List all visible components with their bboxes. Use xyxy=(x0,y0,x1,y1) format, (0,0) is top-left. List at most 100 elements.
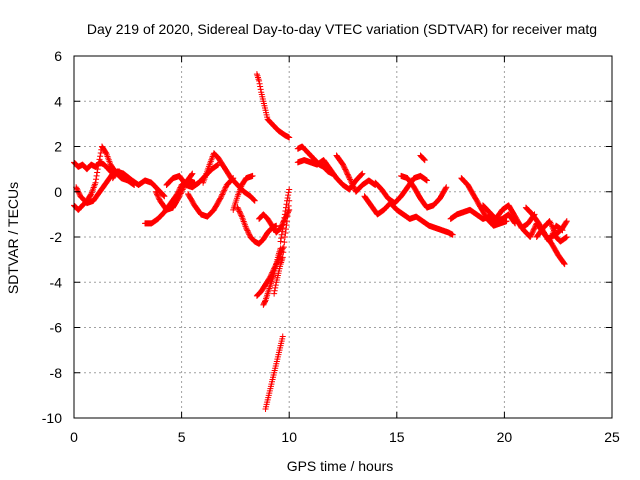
data-point xyxy=(277,245,284,252)
data-point xyxy=(177,190,184,197)
data-point xyxy=(347,176,354,183)
y-tick-label: -8 xyxy=(50,365,63,381)
data-point xyxy=(281,239,288,246)
data-point xyxy=(271,290,278,297)
series-q xyxy=(277,186,293,245)
data-point xyxy=(256,77,263,84)
data-point xyxy=(281,211,288,218)
data-point xyxy=(280,221,287,228)
data-point xyxy=(256,80,263,87)
data-point xyxy=(245,228,252,235)
data-point xyxy=(219,191,226,198)
data-point xyxy=(160,192,167,199)
data-point xyxy=(102,149,109,156)
data-point xyxy=(189,170,196,177)
x-tick-label: 20 xyxy=(497,429,513,445)
data-point xyxy=(236,208,243,215)
series-x xyxy=(398,172,450,211)
data-point xyxy=(94,169,101,176)
y-tick-label: -4 xyxy=(50,274,63,290)
data-point xyxy=(503,218,510,225)
data-point xyxy=(177,191,184,198)
data-point xyxy=(153,190,160,197)
grid xyxy=(74,56,612,418)
data-point xyxy=(221,186,228,193)
data-point xyxy=(282,207,289,214)
data-point xyxy=(563,234,570,240)
data-point xyxy=(550,226,557,233)
series-y xyxy=(417,152,428,164)
data-point xyxy=(93,176,100,183)
data-point xyxy=(358,171,365,178)
data-point xyxy=(94,166,101,173)
data-point xyxy=(180,185,187,192)
data-point xyxy=(346,175,353,182)
series-l xyxy=(253,71,293,141)
data-point xyxy=(238,212,245,219)
x-tick-label: 10 xyxy=(281,429,297,445)
data-point xyxy=(279,333,286,340)
x-tick-label: 0 xyxy=(70,429,78,445)
data-point xyxy=(244,227,251,234)
data-point xyxy=(74,188,81,195)
data-point xyxy=(349,180,356,187)
data-point xyxy=(350,183,357,190)
data-point xyxy=(161,193,168,200)
data-point xyxy=(245,230,252,237)
data-point xyxy=(563,219,570,226)
data-point xyxy=(272,282,279,289)
data-point xyxy=(219,190,226,197)
data-point xyxy=(278,231,285,238)
data-point xyxy=(176,193,183,200)
data-point xyxy=(155,193,162,200)
data-points xyxy=(71,71,570,412)
data-point xyxy=(347,177,354,184)
series-a xyxy=(71,159,116,177)
y-tick-label: -10 xyxy=(42,410,62,426)
data-point xyxy=(271,287,278,294)
series-v xyxy=(361,193,456,238)
data-point xyxy=(95,162,102,169)
data-point xyxy=(286,186,293,193)
data-point xyxy=(155,195,162,202)
data-point xyxy=(283,201,290,208)
data-point xyxy=(234,204,241,211)
chart-title: Day 219 of 2020, Sidereal Day-to-day VTE… xyxy=(87,21,597,37)
data-point xyxy=(218,192,225,199)
data-point xyxy=(359,170,366,177)
x-tick-label: 15 xyxy=(389,429,405,445)
data-point xyxy=(284,194,291,201)
data-point xyxy=(243,224,250,231)
series-t xyxy=(294,157,366,193)
data-point xyxy=(249,172,256,179)
data-point xyxy=(286,206,293,213)
data-point xyxy=(178,189,185,196)
axis-ticks: 0 5 10 15 20 25 -10 -8 -6 -4 -2 0 2 4 6 xyxy=(42,48,620,445)
y-tick-label: 0 xyxy=(54,184,62,200)
data-point xyxy=(279,254,286,261)
data-point xyxy=(423,177,430,184)
data-point xyxy=(420,155,427,162)
data-point xyxy=(235,207,242,214)
data-point xyxy=(563,218,570,225)
series-ff xyxy=(544,231,570,245)
y-tick-label: 6 xyxy=(54,48,62,64)
series-j xyxy=(230,172,256,213)
data-point xyxy=(87,191,94,198)
data-point xyxy=(222,184,229,191)
data-point xyxy=(280,244,287,251)
data-point xyxy=(282,226,289,233)
data-point xyxy=(285,189,292,196)
data-point xyxy=(282,230,289,237)
data-point xyxy=(546,218,553,225)
series-u xyxy=(333,152,379,195)
data-point xyxy=(154,191,161,198)
x-axis-label: GPS time / hours xyxy=(287,458,394,474)
data-point xyxy=(350,184,357,191)
data-point xyxy=(75,189,82,196)
data-point xyxy=(220,188,227,195)
series-ee xyxy=(533,218,570,240)
data-point xyxy=(280,249,287,256)
data-point xyxy=(280,218,287,225)
